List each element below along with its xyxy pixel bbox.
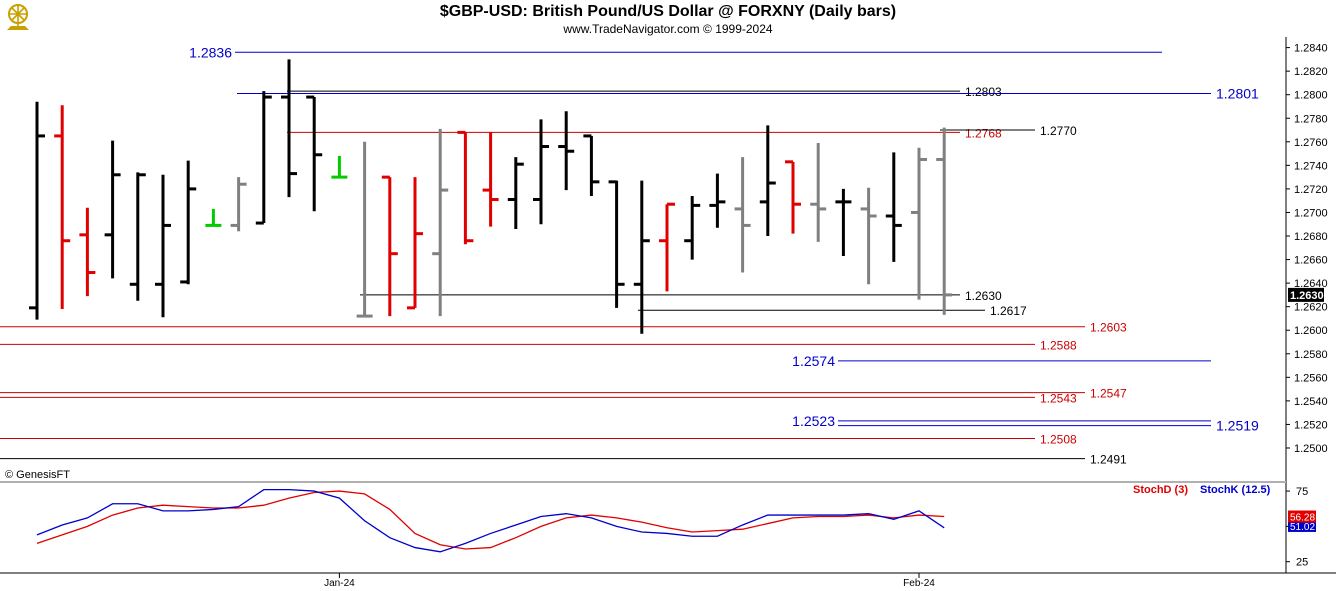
level-label: 1.2770 [1040, 124, 1077, 138]
price-tick-label: 1.2620 [1294, 302, 1328, 314]
time-tick-label: Feb-24 [903, 578, 935, 589]
price-tick-label: 1.2580 [1294, 349, 1328, 361]
stoch-tick-label: 25 [1296, 557, 1308, 569]
stochd-legend: StochD (3) [1133, 484, 1188, 496]
price-tick-label: 1.2800 [1294, 90, 1328, 102]
trade-navigator-logo-icon [3, 2, 33, 34]
last-price-label: 1.2630 [1290, 290, 1324, 302]
level-label: 1.2508 [1040, 433, 1077, 447]
level-label: 1.2617 [990, 304, 1027, 318]
price-tick-label: 1.2740 [1294, 160, 1328, 172]
chart-header: $GBP-USD: British Pound/US Dollar @ FORX… [0, 0, 1336, 38]
price-tick-label: 1.2600 [1294, 325, 1328, 337]
stochk-legend: StochK (12.5) [1200, 484, 1271, 496]
last-price-badge [1288, 287, 1324, 302]
price-tick-label: 1.2700 [1294, 207, 1328, 219]
time-tick-label: Jan-24 [324, 578, 355, 589]
level-label: 1.2803 [965, 85, 1002, 99]
price-tick-label: 1.2720 [1294, 184, 1328, 196]
level-label: 1.2588 [1040, 338, 1077, 352]
stoch-series-d [36, 490, 945, 550]
stoch-series-k [36, 489, 945, 553]
chart-title: $GBP-USD: British Pound/US Dollar @ FORX… [439, 3, 897, 20]
price-tick-label: 1.2560 [1294, 372, 1328, 384]
price-tick-label: 1.2500 [1294, 443, 1328, 455]
plot-background [0, 37, 1336, 591]
level-label: 1.2519 [1216, 418, 1259, 434]
stoch-tick-label: 75 [1296, 486, 1308, 498]
stochd-last-badge [1288, 510, 1316, 523]
level-label: 1.2574 [792, 353, 835, 369]
level-label: 1.2768 [965, 126, 1002, 140]
stochk-last-value: 51.02 [1290, 522, 1315, 533]
price-tick-label: 1.2760 [1294, 137, 1328, 149]
level-label: 1.2630 [965, 289, 1002, 303]
chart-subtitle: www.TradeNavigator.com © 1999-2024 [563, 22, 773, 36]
price-tick-label: 1.2540 [1294, 396, 1328, 408]
level-label: 1.2603 [1090, 321, 1127, 335]
price-tick-label: 1.2660 [1294, 255, 1328, 267]
price-tick-label: 1.2640 [1294, 278, 1328, 290]
price-tick-label: 1.2520 [1294, 419, 1328, 431]
level-label: 1.2801 [1216, 86, 1259, 102]
level-label: 1.2543 [1040, 391, 1077, 405]
stochd-last-value: 56.28 [1290, 513, 1315, 524]
level-label: 1.2523 [792, 413, 835, 429]
price-tick-label: 1.2840 [1294, 43, 1328, 55]
price-tick-label: 1.2820 [1294, 66, 1328, 78]
watermark-label: © GenesisFT [5, 469, 70, 481]
level-label: 1.2836 [189, 44, 232, 60]
stochk-last-badge [1288, 519, 1316, 532]
price-tick-label: 1.2680 [1294, 231, 1328, 243]
level-label: 1.2491 [1090, 453, 1127, 467]
price-tick-label: 1.2780 [1294, 113, 1328, 125]
level-label: 1.2547 [1090, 387, 1127, 401]
